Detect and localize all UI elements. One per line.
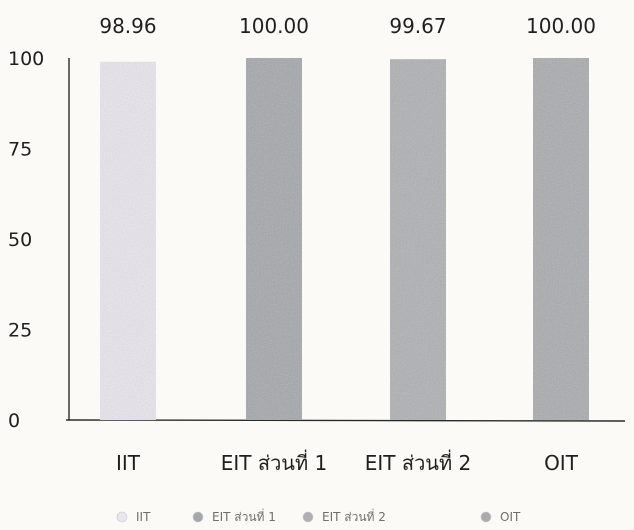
legend-item: IIT: [116, 510, 151, 524]
y-tick-label: 0: [8, 410, 20, 432]
bar: [533, 58, 589, 420]
data-label: 100.00: [526, 14, 596, 38]
legend: IIT EIT ส่วนที่ 1 EIT ส่วนที่ 2 OIT: [116, 508, 521, 524]
data-label: 98.96: [99, 14, 156, 38]
legend-swatch: [480, 511, 492, 523]
bar: [100, 61, 156, 420]
legend-label: OIT: [500, 510, 521, 524]
y-tick-label: 75: [8, 139, 32, 161]
x-tick-label: IIT: [116, 451, 141, 475]
y-tick-label: 50: [8, 229, 32, 251]
legend-item: EIT ส่วนที่ 2: [302, 508, 386, 524]
y-tick-label: 25: [8, 320, 32, 342]
legend-label: EIT ส่วนที่ 1: [212, 508, 276, 524]
bar: [246, 58, 302, 420]
legend-label: EIT ส่วนที่ 2: [322, 508, 386, 524]
legend-item: EIT ส่วนที่ 1: [192, 508, 276, 524]
legend-swatch: [116, 511, 128, 523]
x-tick-label: OIT: [544, 451, 579, 475]
category-labels: IIT EIT ส่วนที่ 1 EIT ส่วนที่ 2 OIT: [116, 449, 579, 475]
data-label: 100.00: [239, 14, 309, 38]
bars: [100, 58, 589, 420]
data-label: 99.67: [389, 14, 446, 38]
x-tick-label: EIT ส่วนที่ 2: [365, 449, 471, 475]
legend-label: IIT: [136, 510, 151, 524]
y-tick-label: 100: [8, 48, 44, 70]
value-labels: 98.96 100.00 99.67 100.00: [99, 14, 596, 38]
x-axis-line: [65, 419, 626, 422]
y-tick-labels: 0 25 50 75 100: [8, 48, 44, 432]
legend-item: OIT: [480, 510, 521, 524]
bar: [390, 59, 446, 420]
legend-swatch: [302, 511, 314, 523]
x-tick-label: EIT ส่วนที่ 1: [221, 449, 327, 475]
axes: [65, 58, 626, 422]
legend-swatch: [192, 511, 204, 523]
